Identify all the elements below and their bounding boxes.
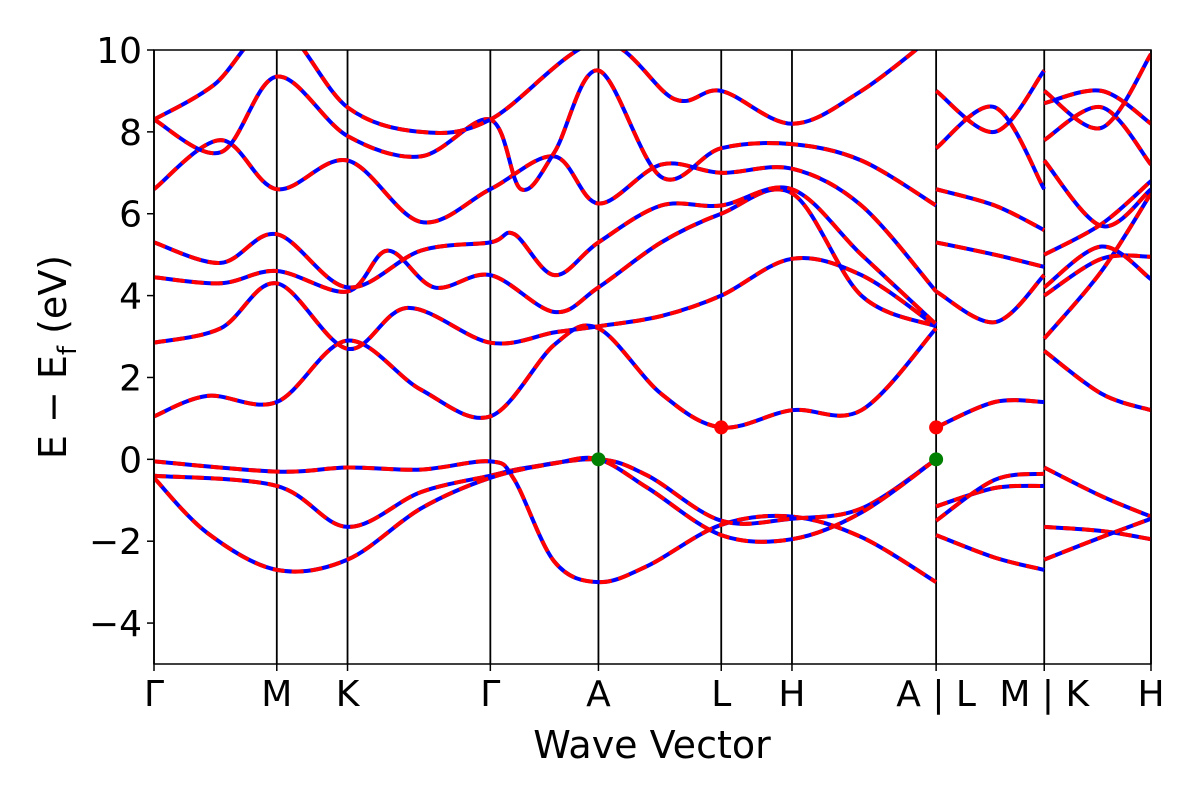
band-line-blue-11 xyxy=(935,483,1045,509)
x-tick-label-4: A xyxy=(586,674,611,715)
band-line-blue-15 xyxy=(935,240,1045,269)
x-tick-label-0: Γ xyxy=(144,674,164,715)
band-line-red-3 xyxy=(154,323,938,430)
band-line-red-23 xyxy=(1042,192,1151,340)
band-line-red-1 xyxy=(154,457,938,529)
y-axis-title-subscript: f xyxy=(53,345,83,355)
vbm-marker-0 xyxy=(591,452,606,467)
x-tick-label-3: Γ xyxy=(480,674,500,715)
x-tick-label-1: M xyxy=(261,674,292,715)
band-line-red-12 xyxy=(934,471,1045,523)
band-line-red-9 xyxy=(154,50,919,135)
band-line-red-29 xyxy=(1043,88,1151,126)
cbm-marker-1 xyxy=(929,420,944,435)
band-line-red-4 xyxy=(154,256,938,351)
band-line-red-27 xyxy=(1042,159,1151,229)
y-tick-label-2: 0 xyxy=(119,440,142,481)
y-tick-label-0: −4 xyxy=(89,604,142,645)
band-line-red-10 xyxy=(935,398,1045,430)
band-line-red-0 xyxy=(154,459,938,585)
x-tick-label-2: K xyxy=(336,674,361,715)
band-line-red-30 xyxy=(1042,52,1151,131)
x-tick-label-6: H xyxy=(778,674,805,715)
band-line-red-21 xyxy=(1043,516,1151,562)
band-line-blue-2 xyxy=(154,455,938,574)
band-line-red-6 xyxy=(154,185,938,326)
plot-frame xyxy=(153,49,1152,665)
band-line-red-20 xyxy=(1044,524,1151,542)
band-line-blue-12 xyxy=(934,471,1045,523)
x-tick-label-9: H xyxy=(1137,674,1164,715)
x-axis-ticks: Γ M K Γ A L H A | L M | K H xyxy=(144,664,1165,715)
y-axis-title: E − Ef (eV) xyxy=(31,255,83,459)
y-tick-label-3: 2 xyxy=(119,358,142,399)
band-line-red-25 xyxy=(1042,244,1151,290)
y-axis-title-main: E − E xyxy=(31,355,75,459)
x-tick-label-8: M | K xyxy=(999,674,1090,715)
y-axis-title-unit: (eV) xyxy=(31,255,75,346)
band-line-red-19 xyxy=(1043,465,1151,519)
band-line-red-13 xyxy=(935,533,1045,572)
band-line-red-17 xyxy=(934,104,1046,191)
band-line-blue-25 xyxy=(1042,244,1151,290)
band-line-blue-14 xyxy=(935,273,1046,325)
band-lines xyxy=(154,50,1151,585)
y-tick-label-4: 4 xyxy=(119,277,142,318)
band-line-red-8 xyxy=(154,68,938,208)
band-line-blue-6 xyxy=(154,185,938,326)
band-line-red-14 xyxy=(935,273,1046,325)
y-tick-label-1: −2 xyxy=(89,522,142,563)
x-tick-label-7: A | L xyxy=(896,674,976,715)
y-axis-ticks: −4 −2 0 2 4 6 8 10 xyxy=(89,31,154,645)
band-line-blue-17 xyxy=(934,104,1046,191)
band-extrema-markers xyxy=(591,420,944,467)
band-line-red-15 xyxy=(935,240,1045,269)
band-line-blue-16 xyxy=(935,187,1046,232)
band-line-blue-28 xyxy=(1043,105,1151,166)
band-line-red-5 xyxy=(154,187,937,329)
band-line-red-24 xyxy=(1043,253,1151,298)
band-line-red-28 xyxy=(1043,105,1151,166)
x-tick-label-5: L xyxy=(711,674,731,715)
band-line-red-11 xyxy=(935,483,1045,509)
band-line-red-2 xyxy=(154,455,938,574)
band-line-red-18 xyxy=(934,69,1046,134)
cbm-marker-0 xyxy=(714,420,729,435)
band-line-blue-18 xyxy=(934,69,1046,134)
y-tick-label-6: 8 xyxy=(119,113,142,154)
x-axis-title: Wave Vector xyxy=(533,723,771,767)
y-tick-label-7: 10 xyxy=(96,31,142,72)
band-line-red-22 xyxy=(1043,349,1151,413)
vbm-marker-1 xyxy=(929,452,944,467)
band-line-blue-22 xyxy=(1043,349,1151,413)
band-line-red-16 xyxy=(935,187,1046,232)
y-tick-label-5: 6 xyxy=(119,195,142,236)
